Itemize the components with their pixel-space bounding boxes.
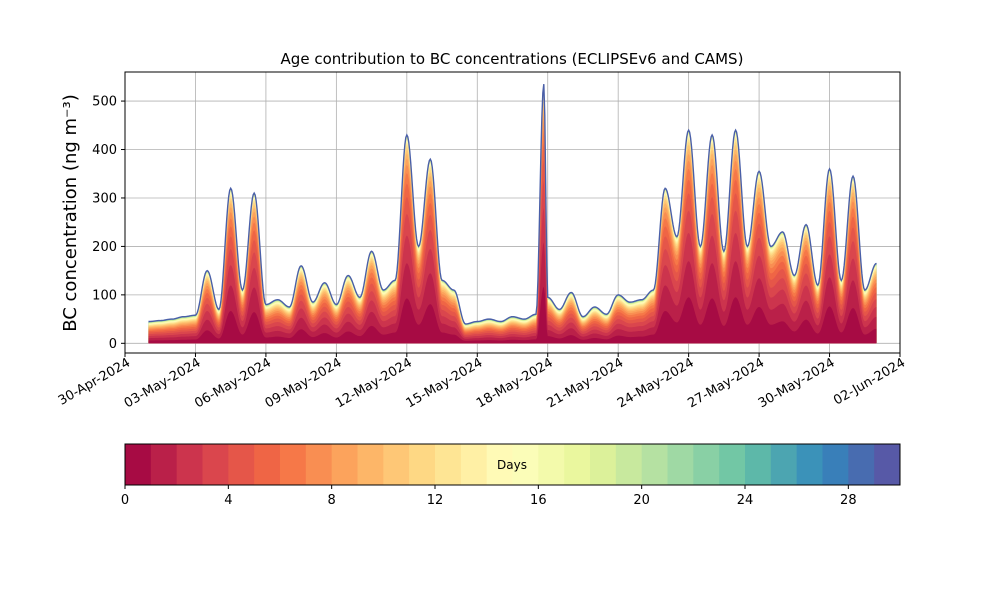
colorbar-segment <box>331 444 358 485</box>
x-tick-label: 06-May-2024 <box>192 355 274 411</box>
x-tick-label: 30-Apr-2024 <box>56 355 133 408</box>
colorbar-segment <box>538 444 565 485</box>
y-tick-label: 100 <box>92 288 117 303</box>
y-tick-label: 400 <box>92 143 117 158</box>
colorbar-segment <box>280 444 307 485</box>
colorbar-segment <box>176 444 203 485</box>
age-band-area <box>148 286 877 344</box>
colorbar-segment <box>150 444 178 485</box>
colorbar-label: Days <box>497 458 527 472</box>
x-tick-label: 09-May-2024 <box>263 355 345 411</box>
colorbar-segment <box>254 444 281 485</box>
colorbar-tick-label: 4 <box>224 493 232 508</box>
total-concentration-line <box>148 84 877 325</box>
y-tick-label: 200 <box>92 240 117 255</box>
y-tick-label: 0 <box>109 337 117 352</box>
x-tick-label: 30-May-2024 <box>756 355 838 411</box>
colorbar-segment <box>667 444 694 485</box>
colorbar-segment <box>590 444 617 485</box>
colorbar-segment <box>357 444 384 485</box>
x-tick-label: 02-Jun-2024 <box>831 355 908 408</box>
colorbar-tick-label: 0 <box>121 493 129 508</box>
colorbar-segment <box>693 444 720 485</box>
colorbar-segment <box>615 444 643 485</box>
colorbar-segment <box>745 444 772 485</box>
colorbar-segment <box>125 444 152 485</box>
x-tick-label: 03-May-2024 <box>122 355 204 411</box>
colorbar-segment <box>460 444 488 485</box>
colorbar-segment <box>641 444 668 485</box>
plot-frame <box>124 71 901 354</box>
colorbar-tick-label: 12 <box>427 493 444 508</box>
x-tick-label: 15-May-2024 <box>404 355 486 411</box>
colorbar-tick-label: 24 <box>737 493 754 508</box>
x-tick-label: 27-May-2024 <box>685 355 767 411</box>
colorbar-segment <box>383 444 410 485</box>
x-tick-label: 21-May-2024 <box>545 355 627 411</box>
chart-title: Age contribution to BC concentrations (E… <box>281 50 744 68</box>
colorbar-segment <box>874 444 901 485</box>
colorbar-tick-label: 20 <box>633 493 650 508</box>
colorbar-segment <box>564 444 591 485</box>
colorbar-segment <box>796 444 823 485</box>
colorbar-segment <box>848 444 875 485</box>
colorbar-segment <box>512 444 539 485</box>
colorbar-frame <box>124 443 901 486</box>
x-tick-label: 24-May-2024 <box>615 355 697 411</box>
colorbar-tick-label: 8 <box>328 493 336 508</box>
colorbar-segment <box>719 444 746 485</box>
y-tick-label: 500 <box>92 95 117 110</box>
y-axis-label: BC concentration (ng m⁻³) <box>60 94 81 332</box>
colorbar-segment <box>822 444 849 485</box>
colorbar-segment <box>435 444 462 485</box>
colorbar-tick-label: 16 <box>530 493 547 508</box>
colorbar-segment <box>202 444 229 485</box>
colorbar-tick-label: 28 <box>840 493 857 508</box>
colorbar-segment <box>228 444 255 485</box>
plot-area: 0 100 200 300 400 500 30-Apr-202403-May-202406… <box>56 71 908 411</box>
colorbar: 0 4 8 12 16 20 24 28 <box>121 443 901 508</box>
colorbar-segment <box>770 444 798 485</box>
colorbar-segment <box>305 444 333 485</box>
x-tick-label: 18-May-2024 <box>474 355 556 411</box>
x-tick-label: 12-May-2024 <box>333 355 415 411</box>
y-tick-label: 300 <box>92 191 117 206</box>
colorbar-segment <box>409 444 436 485</box>
colorbar-segment <box>486 444 513 485</box>
